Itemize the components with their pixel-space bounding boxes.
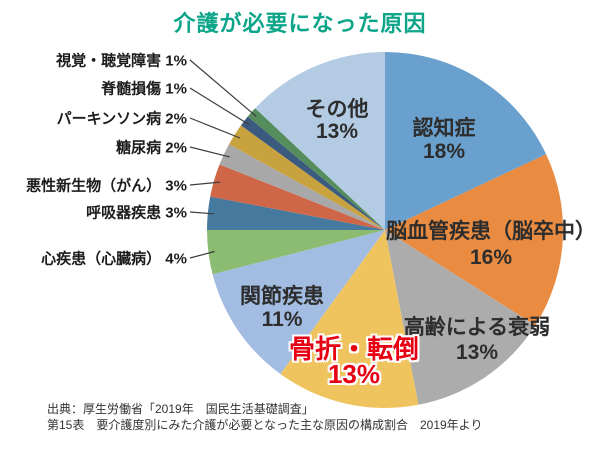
pie-segment-4 [280,230,419,408]
leader-line [189,146,230,158]
source-citation: 出典：厚生労働省「2019年 国民生活基礎調査」 第15表 要介護度別にみた介護… [47,401,482,433]
pie-segment-11 [241,116,385,230]
leader-line [189,211,215,215]
pie-segment-3 [385,230,536,405]
pie-segment-5 [212,230,385,374]
pie-label-outside-7: 呼吸器疾患 3% [86,204,187,222]
leader-line [189,181,221,186]
source-line-1: 出典：厚生労働省「2019年 国民生活基礎調査」 [47,402,314,416]
pie-label-inside-1: 認知症 18% [412,116,476,163]
pie-label-inside-4: 骨折・転倒 13% [288,333,420,389]
pie-segment-12 [247,108,385,230]
leader-line [189,59,257,117]
leader-line [189,87,250,126]
pie-segment-7 [207,196,385,230]
pie-segment-2 [385,154,564,326]
leader-line [189,117,241,139]
pie-label-inside-13: その他 13% [305,98,369,143]
pie-segment-13 [255,52,385,230]
pie-label-inside-2: 脳血管疾患（脳卒中） 16% [386,220,596,269]
pie-segment-6 [207,230,385,275]
pie-label-outside-9: 糖尿病 2% [116,139,187,157]
pie-segment-8 [210,164,385,230]
pie-label-inside-5: 関節疾患 11% [240,284,324,331]
pie-label-outside-10: パーキンソン病 2% [56,110,187,128]
pie-label-inside-3: 高齢による衰弱 13% [403,315,551,364]
pie-segment-1 [385,51,547,230]
leader-line [189,250,215,259]
pie-segment-9 [219,144,385,230]
source-line-2: 第15表 要介護度別にみた介護が必要となった主な原因の構成割合 2019年より [47,418,483,432]
pie-label-outside-6: 心疾患（心臓病） 4% [41,250,187,268]
page-title: 介護が必要になった原因 [173,11,427,36]
pie-label-outside-8: 悪性新生物（がん） 3% [26,177,187,195]
pie-label-outside-12: 視覚・聴覚障害 1% [56,52,187,70]
pie-segment-10 [229,125,385,230]
pie-label-outside-11: 脊髄損傷 1% [101,80,187,98]
